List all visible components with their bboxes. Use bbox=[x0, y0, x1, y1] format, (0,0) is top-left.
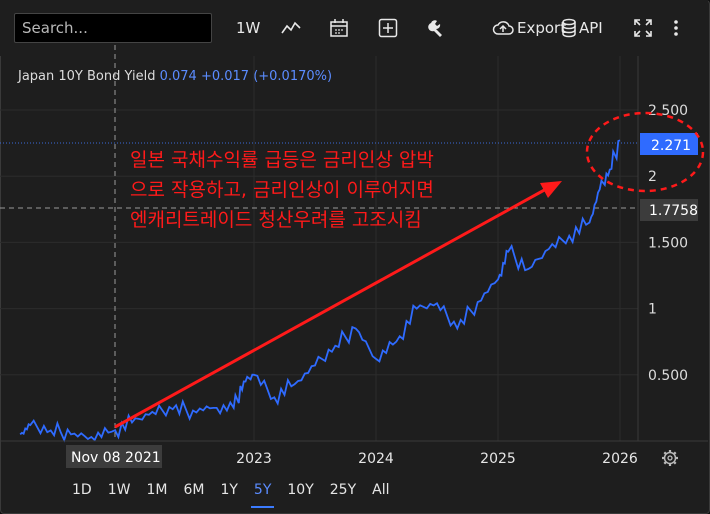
price-tick-label: 2 bbox=[648, 169, 657, 185]
price-tick-label: 1 bbox=[648, 302, 657, 318]
annotation-line-2: 으로 작용하고, 금리인상이 이루어지면 bbox=[130, 179, 434, 201]
range-button-1m[interactable]: 1M bbox=[146, 482, 168, 498]
more-icon[interactable] bbox=[672, 15, 680, 41]
legend-name: Japan 10Y Bond Yield bbox=[18, 69, 156, 84]
range-button-10y[interactable]: 10Y bbox=[287, 482, 314, 498]
annotation-line-3: 엔캐리트레이드 청산우려를 고조시킴 bbox=[130, 209, 422, 231]
range-selector: 1D 1W 1M 6M 1Y 5Y 10Y 25Y All bbox=[64, 478, 397, 508]
range-button-all[interactable]: All bbox=[372, 482, 390, 498]
api-button[interactable]: API bbox=[579, 19, 603, 37]
price-tick-label: 1.500 bbox=[648, 235, 688, 251]
search-input[interactable] bbox=[14, 13, 212, 43]
time-tick-label: 2026 bbox=[602, 451, 638, 467]
export-button[interactable]: Export bbox=[517, 19, 567, 37]
time-tick-label: 2024 bbox=[358, 451, 394, 467]
crosshair-date-value: Nov 08 2021 bbox=[71, 450, 161, 466]
toolbar: 1W Export API bbox=[0, 0, 708, 56]
annotation-line-1: 일본 국채수익률 급등은 금리인상 압박 bbox=[130, 149, 434, 171]
range-button-25y[interactable]: 25Y bbox=[329, 482, 357, 498]
annotation-arrowhead bbox=[540, 181, 562, 198]
range-button-5y[interactable]: 5Y bbox=[246, 478, 279, 508]
interval-button[interactable]: 1W bbox=[236, 19, 261, 37]
line-chart-icon[interactable] bbox=[281, 15, 301, 41]
crosshair-date-tag bbox=[66, 445, 162, 468]
add-indicator-icon[interactable] bbox=[378, 15, 398, 41]
range-button-1w[interactable]: 1W bbox=[107, 482, 131, 498]
legend-value: 0.074 bbox=[159, 69, 197, 84]
time-axis: 2023 2024 2025 2026 bbox=[236, 451, 638, 467]
grid bbox=[0, 56, 638, 441]
annotation-arrow bbox=[114, 186, 549, 429]
range-button-1y[interactable]: 1Y bbox=[220, 482, 238, 498]
range-button-6m[interactable]: 6M bbox=[183, 482, 205, 498]
range-button-1d[interactable]: 1D bbox=[72, 482, 92, 498]
fullscreen-icon[interactable] bbox=[633, 15, 653, 41]
settings-gear-icon[interactable] bbox=[662, 450, 678, 466]
price-tick-label: 0.500 bbox=[648, 368, 688, 384]
annotation-circle bbox=[585, 111, 705, 193]
crosshair-price-tag bbox=[640, 199, 698, 221]
database-icon[interactable] bbox=[561, 15, 577, 41]
time-tick-label: 2025 bbox=[480, 451, 516, 467]
legend-change: +0.017 (+0.0170%) bbox=[200, 69, 333, 84]
legend: Japan 10Y Bond Yield 0.074 +0.017 (+0.01… bbox=[18, 69, 332, 84]
cloud-export-icon[interactable] bbox=[492, 15, 514, 41]
time-tick-label: 2023 bbox=[236, 451, 272, 467]
annotation-text: 일본 국채수익률 급등은 금리인상 압박 으로 작용하고, 금리인상이 이루어지… bbox=[130, 149, 434, 231]
calendar-icon[interactable] bbox=[329, 15, 349, 41]
crosshair-price-value: 1.7758 bbox=[649, 203, 698, 219]
wrench-icon[interactable] bbox=[428, 15, 448, 41]
last-price-value: 2.271 bbox=[651, 138, 691, 154]
last-price-tag bbox=[640, 133, 698, 155]
